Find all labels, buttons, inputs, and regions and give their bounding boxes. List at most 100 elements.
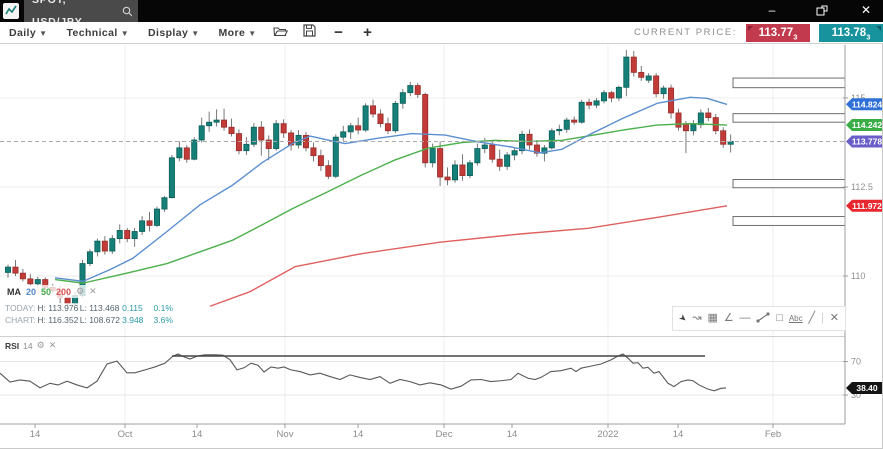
candle	[228, 126, 235, 135]
price-tag	[846, 199, 882, 212]
ask-price-badge[interactable]: 113.783	[819, 23, 883, 42]
x-tick-label: 14	[507, 429, 518, 440]
menu-more[interactable]: More ▼	[218, 26, 257, 39]
toolbar-icons: − +	[273, 23, 376, 42]
close-icon[interactable]: ✕	[48, 340, 57, 350]
today-change-pct: 0.1%	[153, 303, 173, 313]
rsi-value-tag-label: 38.40	[856, 383, 878, 393]
price-tag-label: 111.972	[852, 201, 882, 211]
candle	[481, 144, 488, 149]
x-tick-label: 2022	[597, 429, 618, 440]
candle	[541, 147, 548, 154]
menu-display[interactable]: Display ▼	[148, 26, 200, 39]
bid-price-badge[interactable]: 113.773	[746, 23, 810, 42]
grid-tool-icon[interactable]: ▦	[707, 312, 718, 324]
text-tool-icon[interactable]: Abc	[788, 313, 803, 323]
zoom-in-icon[interactable]: +	[363, 24, 372, 41]
toolbar: Daily ▼ Technical ▼ Display ▼ More ▼ − + CUR…	[0, 22, 883, 44]
chevron-down-icon: ▼	[39, 28, 48, 38]
candle	[94, 240, 101, 253]
candle	[370, 105, 377, 115]
order-box	[732, 216, 846, 226]
candle	[608, 92, 615, 99]
polyline-tool-icon[interactable]: ↝	[692, 312, 702, 324]
candle	[675, 112, 682, 128]
candle	[332, 136, 339, 177]
candle	[101, 240, 108, 252]
candle	[653, 75, 660, 95]
candle	[5, 266, 11, 273]
price-stats: TODAY: H: 113.976 L: 113.468 0.115 0.1% …	[5, 303, 183, 326]
candle	[474, 148, 481, 164]
gear-icon[interactable]: ⚙	[76, 286, 85, 296]
candle	[131, 231, 138, 240]
menu-technical[interactable]: Technical ▼	[66, 26, 130, 39]
candle	[533, 144, 540, 154]
y-tick-label: 30	[851, 390, 861, 400]
ma200-line	[209, 205, 728, 307]
gear-icon[interactable]: ⚙	[36, 340, 45, 350]
candle	[258, 126, 265, 141]
candle	[563, 119, 570, 130]
x-tick-label: 14	[30, 429, 41, 440]
close-toolbar-icon[interactable]: ✕	[829, 312, 839, 324]
candle	[638, 71, 645, 78]
ma50-line	[54, 122, 728, 284]
chevron-down-icon: ▼	[191, 28, 200, 38]
x-tick-label: 14	[353, 429, 364, 440]
candle	[690, 124, 697, 132]
candle	[429, 148, 436, 164]
chart-high: H: 116.352	[37, 314, 79, 325]
cursor-tool-icon[interactable]: ➤	[676, 311, 690, 325]
rsi-title: RSI	[5, 340, 20, 351]
x-tick-label: Feb	[765, 429, 781, 440]
current-price-group: CURRENT PRICE: 113.773 113.783	[634, 23, 883, 42]
y-tick-label: 110	[851, 271, 865, 281]
candle	[466, 162, 473, 177]
rectangle-tool-icon[interactable]: □	[776, 312, 783, 324]
popout-button[interactable]	[812, 0, 832, 22]
menu-daily[interactable]: Daily ▼	[9, 26, 48, 39]
candle	[317, 155, 324, 167]
candle	[451, 164, 458, 181]
candle	[273, 123, 280, 149]
candle	[325, 165, 332, 177]
y-tick-label: 112.5	[851, 182, 873, 192]
save-icon[interactable]	[302, 23, 318, 42]
fan-lines-tool-icon[interactable]: ∠	[723, 312, 734, 324]
price-chart-canvas[interactable]: 115 112.5 110 70 30 14 Oct 14 Nov 14 Dec 14 2022 14 Fe…	[0, 45, 883, 449]
chart-app-icon	[3, 3, 19, 19]
candle	[556, 128, 563, 132]
zoom-out-icon[interactable]: −	[334, 24, 343, 41]
instrument-title[interactable]: SPOT, USD/JPY	[24, 0, 138, 28]
rsi-overbought-fill	[172, 353, 705, 357]
candle	[459, 164, 466, 177]
open-folder-icon[interactable]	[273, 24, 289, 42]
y-tick-label: 70	[851, 357, 861, 367]
candle	[191, 139, 198, 160]
candle	[399, 92, 406, 104]
close-icon[interactable]: ✕	[89, 286, 97, 296]
candle	[720, 130, 727, 145]
candle	[34, 279, 41, 285]
chart-low: L: 108.672	[79, 314, 120, 325]
candle	[645, 75, 652, 81]
candle	[615, 86, 622, 99]
ma-layer	[54, 96, 728, 307]
chart-label: CHART:	[5, 314, 36, 325]
candle	[392, 102, 399, 132]
minimize-button[interactable]: –	[768, 3, 776, 17]
trend-line-tool-icon[interactable]	[756, 311, 770, 326]
ray-tool-icon[interactable]: ╱	[808, 312, 816, 324]
close-window-button[interactable]: ✕	[860, 3, 872, 17]
candle	[630, 56, 637, 73]
menu-group: Daily ▼ Technical ▼ Display ▼ More ▼	[0, 27, 257, 39]
candle	[437, 148, 444, 178]
search-icon[interactable]	[122, 6, 132, 17]
ma20-period-label: 20	[26, 286, 37, 297]
candle	[243, 143, 250, 152]
horizontal-line-tool-icon[interactable]: —	[739, 312, 751, 324]
rsi-legend: RSI 14 ⚙ ✕	[5, 340, 57, 351]
candle	[19, 272, 26, 280]
